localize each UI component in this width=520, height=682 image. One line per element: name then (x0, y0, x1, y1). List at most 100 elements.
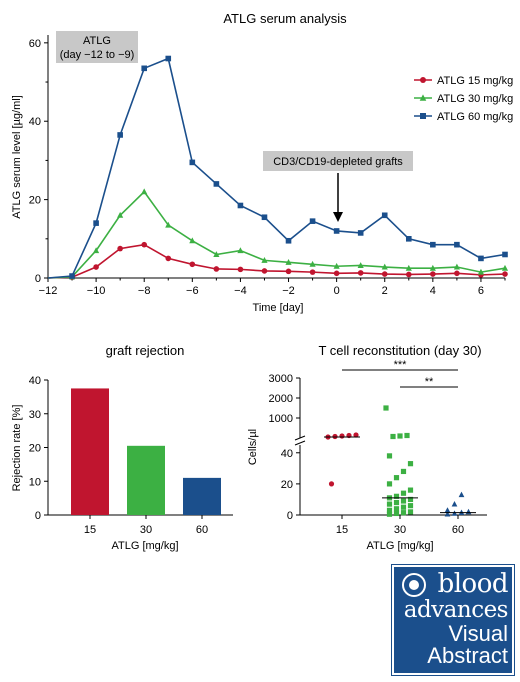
legend-marker-3 (420, 113, 426, 119)
top-x-tick-label: 6 (478, 285, 484, 297)
sig-label-1: *** (394, 359, 408, 371)
sig-label-2: ** (425, 376, 434, 388)
scatter-chart-points (324, 405, 476, 517)
scatter-chart-axes: 0 20 40 1000 2000 3000 Cells/µl ATLG [mg/kg] 15 3… (247, 373, 487, 552)
series-3-point (261, 214, 268, 221)
scatter-y-tick-label: 3000 (269, 373, 293, 385)
series-3-point (478, 255, 484, 262)
top-x-axis-label: Time [day] (253, 302, 304, 314)
grafts-annotation-text: CD3/CD19-depleted grafts (273, 156, 403, 168)
serum-line-chart: ATLG serum analysis −12 −10 −8 −6 −4 −2 0 2 4 602… (11, 11, 513, 314)
scatter-point-30 (393, 506, 400, 512)
legend-marker-1 (420, 77, 426, 83)
series-3-point (93, 220, 99, 226)
scatter-point-15 (339, 433, 345, 439)
legend-label-2: ATLG 30 mg/kg (437, 93, 513, 105)
top-y-tick-label: 20 (29, 195, 41, 207)
scatter-x-tick-label: 60 (452, 524, 464, 536)
atlg-annotation-line2: (day −12 to −9) (60, 49, 135, 61)
top-x-tick-label: −10 (87, 285, 106, 297)
scatter-x-tick-label: 15 (336, 524, 348, 536)
series-3-point (237, 202, 244, 209)
top-x-tick-label: −6 (186, 285, 199, 297)
series-2-point (117, 211, 124, 218)
series-3-point (213, 181, 220, 187)
series-3-point (357, 230, 364, 236)
scatter-point-30 (386, 511, 393, 517)
bar-y-tick-label: 30 (29, 409, 41, 421)
top-x-tick-label: 2 (382, 285, 388, 297)
bar-x-tick-label: 60 (196, 524, 208, 536)
grafts-arrow-head (333, 212, 343, 222)
top-chart-title: ATLG serum analysis (223, 11, 347, 26)
series-1-point (381, 271, 388, 277)
scatter-point-30 (393, 493, 400, 499)
series-3-point (69, 273, 75, 279)
legend-label-3: ATLG 60 mg/kg (437, 111, 513, 123)
logo-line-advances: advances (403, 597, 509, 623)
series-2-point (381, 263, 388, 270)
scatter-point-30 (386, 501, 393, 507)
scatter-point-30 (407, 503, 414, 509)
top-chart-annotations: ATLG (day −12 to −9) CD3/CD19-depleted g… (56, 31, 413, 222)
series-1-point (189, 261, 196, 268)
series-2-point (189, 237, 196, 244)
scatter-point-60 (444, 507, 451, 513)
series-line-1 (47, 243, 506, 279)
series-3-point (189, 159, 196, 166)
scatter-point-30 (400, 498, 407, 504)
scatter-point-30 (397, 433, 403, 439)
series-3-point (333, 228, 340, 234)
series-1-point (213, 266, 220, 272)
scatter-x-axis-label: ATLG [mg/kg] (366, 540, 433, 552)
scatter-point-30 (407, 509, 414, 515)
series-2-point (261, 257, 268, 263)
scatter-point-30 (386, 453, 393, 459)
top-x-tick-label: −8 (138, 285, 151, 297)
top-y-tick-label: 0 (35, 273, 41, 285)
bar-y-axis-label: Rejection rate [%] (11, 405, 23, 492)
bar-x-tick-label: 15 (84, 524, 96, 536)
scatter-significance: ***** (342, 359, 458, 388)
series-1-point (117, 245, 123, 252)
scatter-point-30 (386, 481, 393, 487)
scatter-point-30 (400, 468, 407, 475)
series-2-point (285, 258, 292, 265)
scatter-point-30 (400, 504, 407, 510)
series-1-point (357, 270, 364, 276)
series-2-point (165, 221, 172, 228)
scatter-point-60 (465, 508, 472, 515)
top-y-tick-label: 60 (29, 38, 41, 50)
series-1-point (309, 269, 316, 275)
top-x-tick-label: −4 (234, 285, 247, 297)
scatter-point-30 (407, 496, 414, 503)
legend-marker-2 (419, 94, 427, 101)
top-x-tick-label: 0 (334, 285, 340, 297)
series-1-point (502, 271, 508, 277)
series-1-point (165, 255, 172, 262)
series-3-point (165, 55, 172, 62)
scatter-point-60 (458, 491, 465, 498)
series-2-point (333, 262, 340, 269)
series-2-point (477, 268, 485, 275)
top-x-tick-label: −12 (39, 285, 58, 297)
scatter-chart-title: T cell reconstitution (day 30) (318, 343, 481, 358)
scatter-y-tick-label: 40 (281, 448, 293, 460)
bar-60 (183, 477, 221, 515)
grafts-annotation-box (263, 151, 413, 171)
series-3-point (502, 251, 508, 258)
scatter-point-30 (407, 487, 414, 493)
blood-advances-logo: blood advances Visual Abstract (394, 567, 512, 673)
bar-x-axis-label: ATLG [mg/kg] (111, 540, 178, 552)
scatter-point-30 (400, 510, 407, 516)
scatter-point-60 (444, 511, 451, 517)
scatter-point-30 (404, 432, 410, 439)
series-3-point (454, 241, 460, 248)
series-1-point (333, 270, 340, 277)
series-3-point (117, 132, 123, 138)
top-x-tick-label: 4 (430, 285, 436, 297)
series-1-point (237, 266, 244, 273)
series-2-point (213, 251, 220, 258)
